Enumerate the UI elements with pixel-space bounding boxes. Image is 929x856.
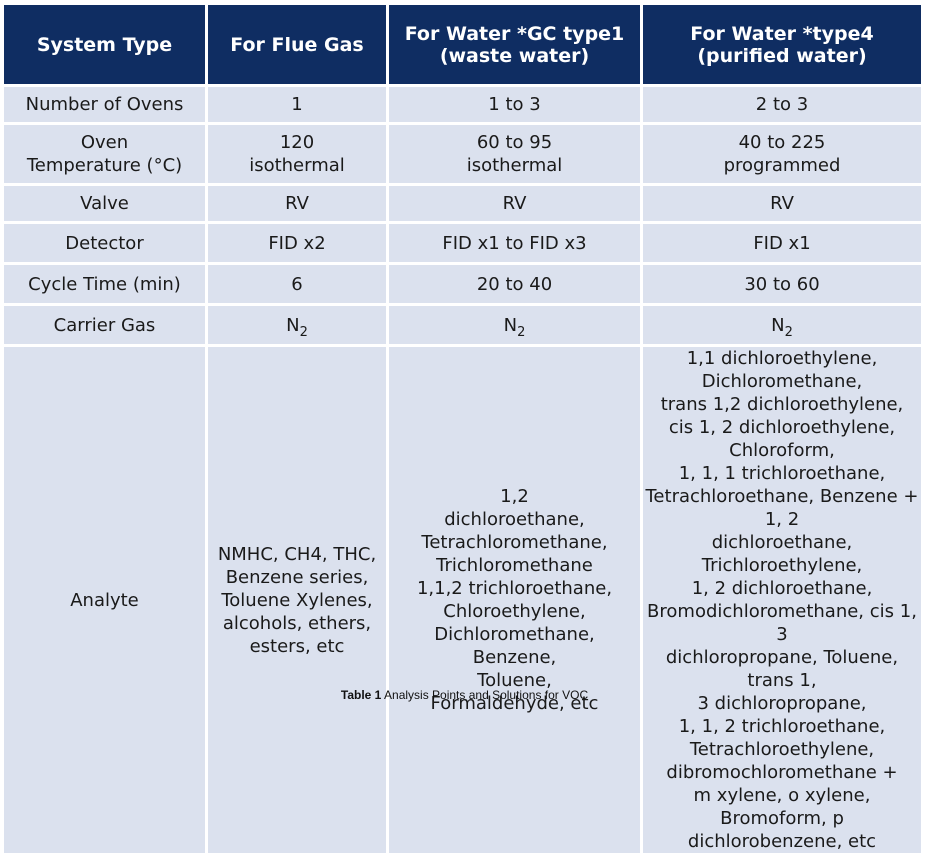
carrier-gas-cell: N2 (643, 306, 921, 347)
table-cell: RV (208, 186, 389, 224)
table-row: Cycle Time (min) 6 20 to 40 30 to 60 (4, 265, 921, 306)
table-cell: 40 to 225 programmed (643, 125, 921, 186)
carrier-gas-formula: N (286, 314, 300, 336)
carrier-gas-subscript: 2 (299, 324, 308, 340)
row-label: Cycle Time (min) (4, 265, 208, 306)
table-row: Valve RV RV RV (4, 186, 921, 224)
row-label: Number of Ovens (4, 87, 208, 125)
table-cell: FID x1 (643, 224, 921, 265)
table-cell: 60 to 95 isothermal (389, 125, 643, 186)
header-system-type: System Type (4, 5, 208, 87)
carrier-gas-cell: N2 (208, 306, 389, 347)
table-cell: 1 to 3 (389, 87, 643, 125)
table-cell: 20 to 40 (389, 265, 643, 306)
header-water-type4: For Water *type4 (purified water) (643, 5, 921, 87)
table-cell: RV (389, 186, 643, 224)
header-row: System Type For Flue Gas For Water *GC t… (4, 5, 921, 87)
analyte-cell-flue-gas: NMHC, CH4, THC, Benzene series, Toluene … (208, 347, 389, 856)
carrier-gas-subscript: 2 (784, 324, 793, 340)
table-row: Number of Ovens 1 1 to 3 2 to 3 (4, 87, 921, 125)
analyte-cell-water-type4: 1,1 dichloroethylene, Dichloromethane, t… (643, 347, 921, 856)
table-row: Carrier Gas N2 N2 N2 (4, 306, 921, 347)
table-cell: 6 (208, 265, 389, 306)
carrier-gas-cell: N2 (389, 306, 643, 347)
row-label: Oven Temperature (°C) (4, 125, 208, 186)
row-label: Valve (4, 186, 208, 224)
carrier-gas-formula: N (503, 314, 518, 336)
header-flue-gas: For Flue Gas (208, 5, 389, 87)
table-cell: 120 isothermal (208, 125, 389, 186)
caption-text: Analysis Points and Solutions for VOC (381, 688, 589, 702)
table-row-analyte: Analyte NMHC, CH4, THC, Benzene series, … (4, 347, 921, 856)
caption-prefix: Table 1 (340, 688, 382, 702)
carrier-gas-formula: N (771, 314, 785, 336)
table-cell: 1 (208, 87, 389, 125)
carrier-gas-subscript: 2 (517, 324, 526, 340)
table-row: Detector FID x2 FID x1 to FID x3 FID x1 (4, 224, 921, 265)
row-label: Carrier Gas (4, 306, 208, 347)
row-label: Analyte (4, 347, 208, 856)
table-cell: 2 to 3 (643, 87, 921, 125)
header-water-type1: For Water *GC type1 (waste water) (389, 5, 643, 87)
table-cell: RV (643, 186, 921, 224)
voc-analysis-table: System Type For Flue Gas For Water *GC t… (4, 5, 921, 856)
row-label: Detector (4, 224, 208, 265)
table-row: Oven Temperature (°C) 120 isothermal 60 … (4, 125, 921, 186)
table-cell: FID x1 to FID x3 (389, 224, 643, 265)
analyte-cell-water-type1: 1,2 dichloroethane, Tetrachloromethane, … (389, 347, 643, 856)
table-cell: FID x2 (208, 224, 389, 265)
table-cell: 30 to 60 (643, 265, 921, 306)
table-caption: Table 1 Analysis Points and Solutions fo… (0, 688, 929, 702)
